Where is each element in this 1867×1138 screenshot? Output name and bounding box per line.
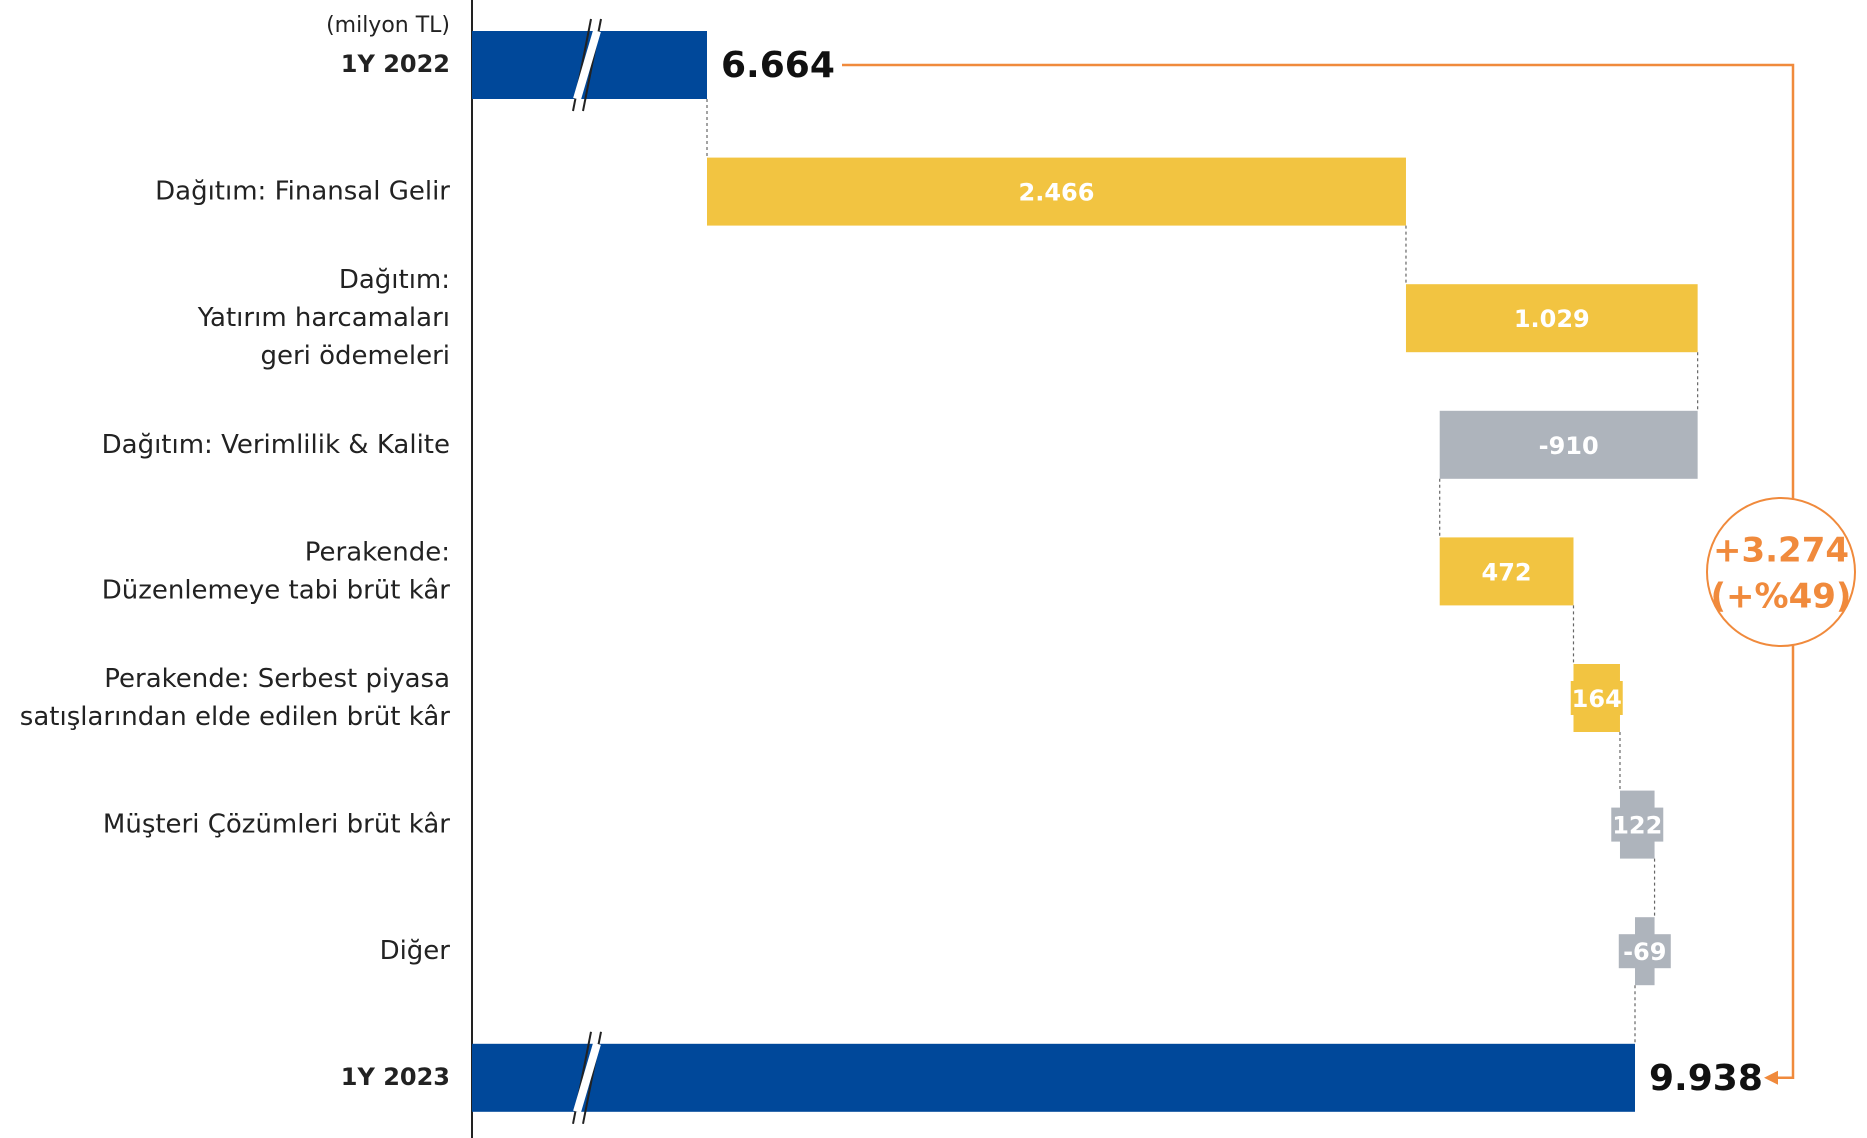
axis-break-gap: [573, 29, 601, 101]
annotation-arrow: [1764, 1070, 1778, 1085]
bar: [707, 157, 1406, 226]
category-label: Perakende: Düzenlemeye tabi brüt kâr: [102, 537, 451, 605]
category-label: 1Y 2023: [341, 1063, 450, 1091]
annotation-text: +3.274: [1713, 531, 1849, 571]
bar: [1439, 537, 1574, 606]
value-label: 9.938: [1649, 1058, 1763, 1099]
unit-label: (milyon TL): [326, 13, 450, 38]
annotation-circle: [1706, 497, 1856, 647]
bar: [1439, 410, 1698, 479]
category-label: Müşteri Çözümleri brüt kâr: [103, 809, 450, 839]
value-label: 472: [1482, 558, 1532, 586]
value-label: 2.466: [1019, 179, 1095, 207]
value-label-box: [1570, 681, 1623, 715]
category-label: Dağıtım: Yatırım harcamaları geri ödemeler…: [197, 265, 450, 371]
category-label: Dağıtım: Verimlilik & Kalite: [102, 429, 450, 459]
annotation-text: (+%49): [1711, 577, 1852, 617]
category-label: Diğer: [380, 936, 451, 966]
value-label: -69: [1623, 938, 1666, 966]
value-label: 6.664: [721, 45, 835, 86]
value-label: 1.029: [1514, 305, 1590, 333]
category-label: Dağıtım: Finansal Gelir: [155, 176, 450, 206]
value-label-box: [1618, 934, 1671, 969]
value-label: -910: [1539, 432, 1599, 460]
value-label: 164: [1572, 685, 1622, 713]
category-label: Perakende: Serbest piyasa satışlarından e…: [20, 664, 451, 732]
value-label-box: [1611, 807, 1664, 842]
bar: [1405, 284, 1698, 353]
axis-break-gap: [573, 1042, 601, 1113]
bar: [472, 1043, 1635, 1112]
value-label: 122: [1612, 812, 1662, 840]
category-label: 1Y 2022: [341, 50, 450, 78]
